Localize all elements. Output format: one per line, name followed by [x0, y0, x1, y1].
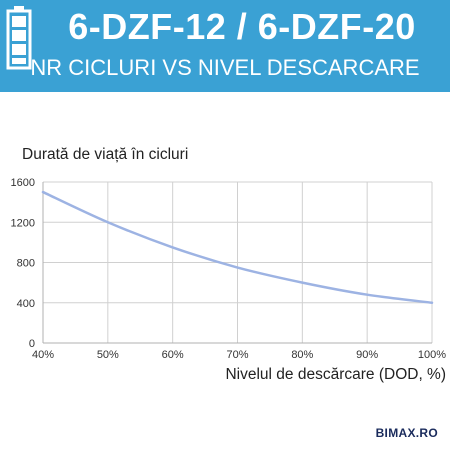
- y-tick-label: 0: [29, 338, 35, 350]
- x-tick-label: 70%: [226, 349, 248, 361]
- header-banner: 6-DZF-12 / 6-DZF-20 NR CICLURI VS NIVEL …: [0, 0, 450, 92]
- page-subtitle: NR CICLURI VS NIVEL DESCARCARE: [30, 55, 420, 80]
- y-tick-label: 400: [17, 298, 35, 310]
- y-tick-label: 1600: [11, 177, 35, 189]
- y-tick-label: 800: [17, 258, 35, 270]
- series-line: [41, 190, 434, 304]
- x-tick-label: 80%: [291, 349, 313, 361]
- brand-logo: BIMAX.RO: [375, 426, 438, 440]
- page-title: 6-DZF-12 / 6-DZF-20: [68, 6, 416, 47]
- x-tick-label: 100%: [418, 349, 446, 361]
- y-tick-label: 1200: [11, 217, 35, 229]
- x-tick-label: 40%: [32, 349, 54, 361]
- y-axis-title: Durată de viață în cicluri: [22, 146, 189, 163]
- x-tick-label: 60%: [162, 349, 184, 361]
- battery-icon: [6, 6, 32, 70]
- x-axis-title: Nivelul de descărcare (DOD, %): [225, 366, 446, 383]
- x-tick-label: 90%: [356, 349, 378, 361]
- x-tick-label: 50%: [97, 349, 119, 361]
